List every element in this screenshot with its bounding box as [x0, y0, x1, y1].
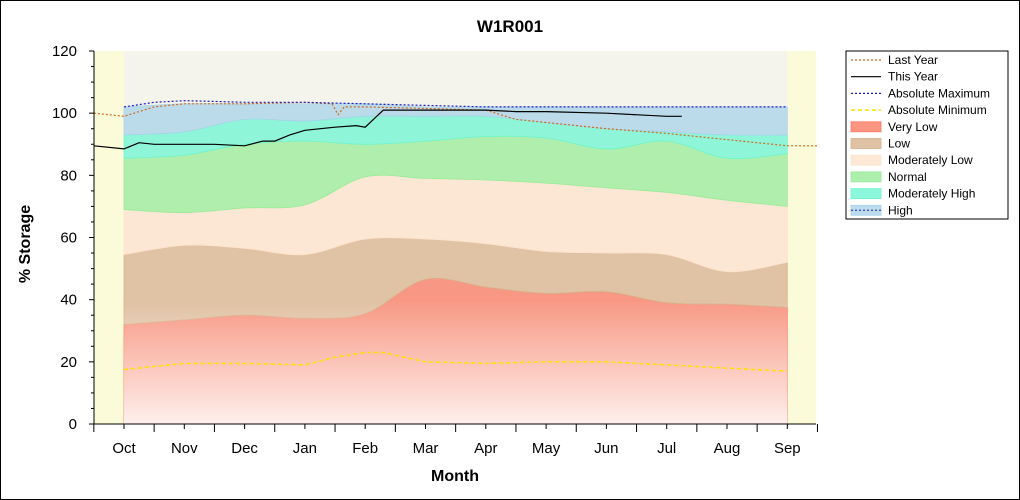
legend-label-absolute-maximum: Absolute Maximum: [888, 86, 990, 100]
lines-layer: [93, 100, 818, 372]
y-tick-label: 100: [52, 105, 77, 122]
legend-label-very-low: Very Low: [888, 120, 938, 134]
y-tick-label: 120: [52, 43, 77, 60]
y-tick-label: 80: [60, 167, 77, 184]
x-tick-label-oct: Oct: [112, 440, 136, 457]
chart-title: W1R001: [477, 17, 543, 36]
legend-swatch-normal: [850, 171, 882, 183]
legend-label-moderately-high: Moderately High: [888, 187, 975, 201]
line-absolute-minimum: [123, 351, 788, 372]
band-fade-overlay: [124, 299, 788, 424]
x-tick-label-sep: Sep: [774, 440, 801, 457]
line-absolute-maximum: [123, 100, 788, 108]
bands-layer: [123, 103, 788, 425]
y-axis-title: % Storage: [17, 205, 34, 283]
y-tick-label: 20: [60, 354, 77, 371]
x-tick-label-jul: Jul: [657, 440, 676, 457]
legend-label-normal: Normal: [888, 170, 927, 184]
legend-swatch-very-low: [850, 121, 882, 133]
x-axis-title: Month: [431, 468, 479, 485]
x-tick-label-may: May: [532, 440, 561, 457]
x-tick-label-nov: Nov: [171, 440, 198, 457]
legend-swatch-low: [850, 138, 882, 149]
y-tick-label: 40: [60, 292, 77, 309]
legend-label-high: High: [888, 203, 913, 217]
y-tick-label: 0: [69, 416, 77, 433]
x-tick-label-jun: Jun: [594, 440, 618, 457]
line-this-year: [93, 109, 682, 150]
legend-label-this-year: This Year: [888, 70, 938, 84]
x-tick-label-dec: Dec: [231, 440, 258, 457]
band-high: [123, 103, 788, 136]
legend-label-moderately-low: Moderately Low: [888, 153, 973, 167]
legend-swatch-moderately-low: [850, 154, 882, 166]
legend-label-last-year: Last Year: [888, 53, 938, 67]
x-tick-label-aug: Aug: [714, 440, 741, 457]
x-tick-label-jan: Jan: [293, 440, 317, 457]
x-tick-label-feb: Feb: [352, 440, 378, 457]
x-ticks: Oct Nov Dec Jan Feb Mar Apr May Jun Jul Aug Sep: [93, 424, 818, 457]
y-tick-label: 60: [60, 230, 77, 247]
legend-label-absolute-minimum: Absolute Minimum: [888, 103, 987, 117]
legend: Last Year This Year Absolute Maximum Absolu…: [845, 50, 1009, 220]
x-tick-label-apr: Apr: [474, 440, 497, 457]
legend-swatch-moderately-high: [850, 188, 882, 200]
line-last-year: [93, 101, 818, 147]
x-tick-label-mar: Mar: [413, 440, 439, 457]
legend-label-low: Low: [888, 137, 910, 151]
y-ticks: 0 20 40 60 80 100 120: [52, 43, 94, 433]
